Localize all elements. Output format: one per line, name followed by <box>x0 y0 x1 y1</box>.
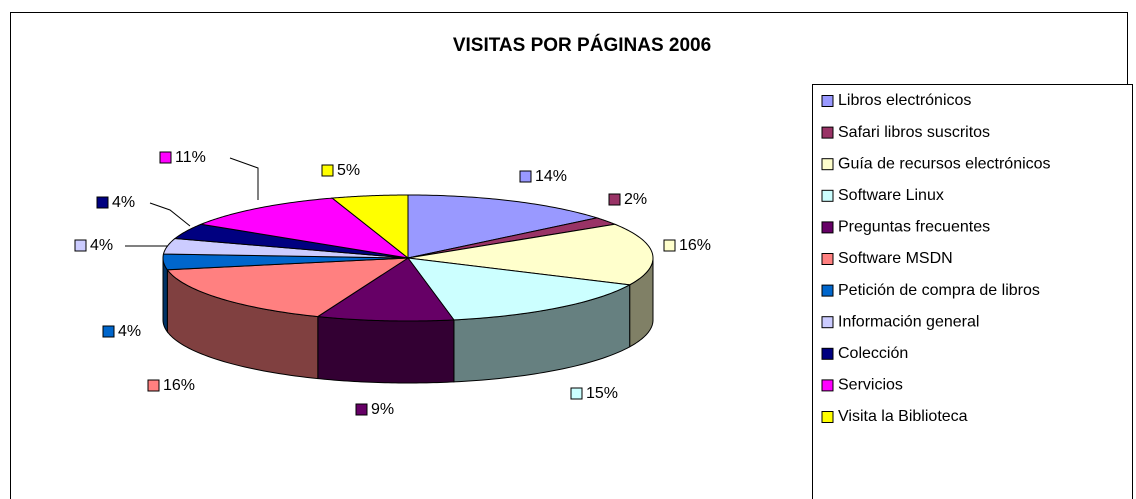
legend-label: Servicios <box>838 377 903 394</box>
data-label-key <box>147 379 160 392</box>
leader-line <box>229 157 259 200</box>
legend-label: Información general <box>838 313 979 330</box>
data-label: 2% <box>624 191 647 208</box>
data-label-key <box>519 170 532 183</box>
data-label-key <box>663 239 676 252</box>
legend-key <box>821 221 834 234</box>
pie-slice <box>330 194 409 260</box>
pie-wall <box>317 316 455 384</box>
pie-slice <box>407 194 599 259</box>
legend-label: Preguntas frecuentes <box>838 219 990 236</box>
data-label-key <box>570 387 583 400</box>
legend-label: Software MSDN <box>838 250 953 267</box>
legend-key <box>821 95 834 107</box>
pie-slice <box>199 197 410 259</box>
pie-slice <box>162 253 409 271</box>
data-label-key <box>355 403 368 416</box>
pie-slice <box>407 217 617 259</box>
legend-label: Libros electrónicos <box>838 92 971 109</box>
data-label: 14% <box>535 168 567 185</box>
data-label-key <box>96 196 109 209</box>
pie-slice <box>166 257 410 318</box>
legend-label: Safari libros suscritos <box>838 124 990 141</box>
legend-key <box>821 253 834 265</box>
pie-slice <box>407 223 654 286</box>
pie-slice <box>406 257 632 321</box>
data-label: 15% <box>586 385 618 402</box>
data-label: 4% <box>112 194 135 211</box>
data-label: 9% <box>371 401 394 418</box>
legend-key <box>821 316 834 329</box>
legend-key <box>821 189 834 202</box>
pie-tops <box>162 194 654 322</box>
data-label: 5% <box>337 162 360 179</box>
legend-label: Visita la Biblioteca <box>838 408 968 425</box>
legend-label: Software Linux <box>838 187 944 204</box>
data-label-key <box>608 193 621 206</box>
data-label: 4% <box>90 237 113 254</box>
pie-slice <box>173 223 409 259</box>
legend-label: Petición de compra de libros <box>838 282 1040 299</box>
data-label-key <box>74 239 87 252</box>
legend-key <box>821 379 834 392</box>
leader-line <box>149 202 191 227</box>
legend-box <box>812 84 1133 499</box>
data-label: 16% <box>679 237 711 254</box>
data-label: 16% <box>163 377 195 394</box>
legend-label: Colección <box>838 345 908 362</box>
legend-key <box>821 158 834 171</box>
legend-label: Guía de recursos electrónicos <box>838 155 1051 172</box>
data-label-key <box>159 151 172 164</box>
data-label: 11% <box>175 149 206 166</box>
data-label-key <box>321 164 334 177</box>
legend-key <box>821 126 834 139</box>
legend-key <box>821 411 834 423</box>
pie-walls <box>162 257 654 384</box>
data-label-key <box>102 325 115 338</box>
legend-key <box>821 347 834 360</box>
data-label: 4% <box>118 323 141 340</box>
legend-key <box>821 284 834 297</box>
chart-title: VISITAS POR PÁGINAS 2006 <box>453 34 711 56</box>
pie-slice <box>316 257 455 322</box>
